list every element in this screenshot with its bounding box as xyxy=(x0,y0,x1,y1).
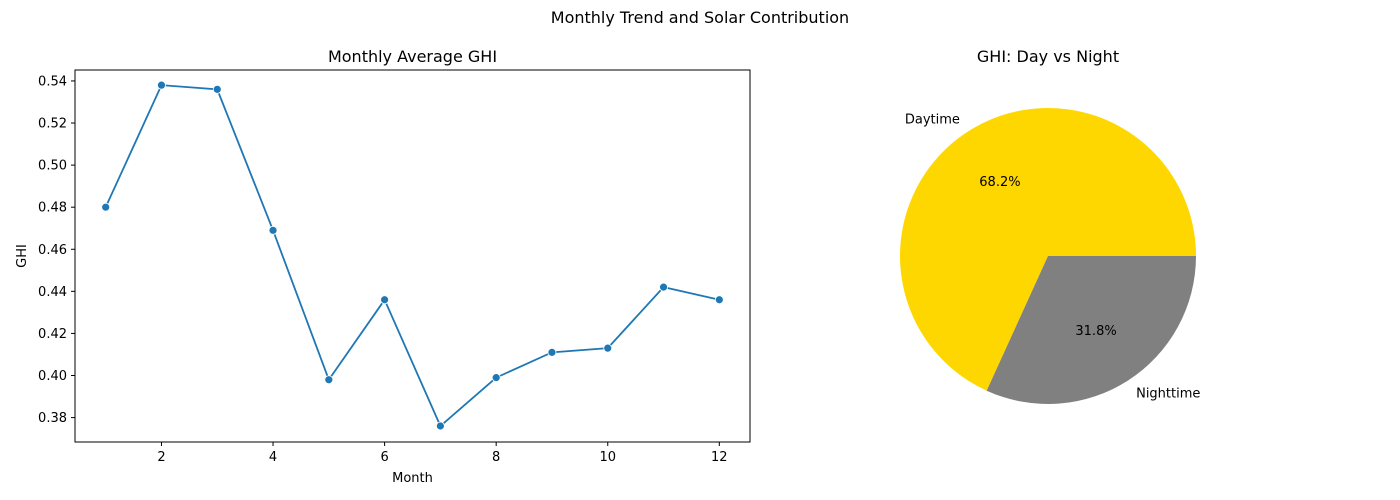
x-axis-label: Month xyxy=(392,471,433,486)
data-point xyxy=(659,282,668,292)
data-point xyxy=(268,225,278,235)
y-axis-ticks: 0.38 0.40 0.42 0.44 0.46 0.48 0.50 0.52 0.54 xyxy=(38,74,75,426)
line-chart: Monthly Average GHI 2 4 6 8 10 12 0.38 0.40 0.4… xyxy=(15,47,751,486)
pie-label: Daytime xyxy=(905,113,960,128)
pie-pct-label: 68.2% xyxy=(979,175,1020,190)
pie-label: Nighttime xyxy=(1136,386,1200,401)
pie-slice-daytime xyxy=(900,108,1196,391)
y-tick-label: 0.50 xyxy=(38,159,67,174)
data-point xyxy=(491,373,501,383)
data-point xyxy=(603,343,613,353)
y-tick-label: 0.54 xyxy=(38,74,67,89)
y-tick-label: 0.40 xyxy=(38,369,67,384)
data-point xyxy=(212,84,222,94)
y-tick-label: 0.52 xyxy=(38,117,67,132)
line-series xyxy=(101,80,724,431)
pie-slices xyxy=(900,108,1196,405)
x-tick-label: 2 xyxy=(157,450,165,465)
pie-labels: Daytime 68.2% Nighttime 31.8% xyxy=(905,113,1201,402)
x-axis-ticks: 2 4 6 8 10 12 xyxy=(157,442,728,465)
data-point xyxy=(324,375,334,385)
data-point xyxy=(547,347,557,357)
figure-suptitle: Monthly Trend and Solar Contribution xyxy=(551,8,849,27)
pie-chart: GHI: Day vs Night Daytime 68.2% Nighttime 3… xyxy=(900,47,1201,405)
pie-chart-title: GHI: Day vs Night xyxy=(977,47,1119,66)
x-tick-label: 6 xyxy=(380,450,388,465)
x-tick-label: 8 xyxy=(492,450,500,465)
y-tick-label: 0.46 xyxy=(38,243,67,258)
data-point xyxy=(714,295,724,305)
data-point xyxy=(380,295,390,305)
line-chart-title: Monthly Average GHI xyxy=(328,47,497,66)
data-point xyxy=(101,202,111,212)
data-point xyxy=(435,421,445,431)
series-line xyxy=(104,84,720,428)
pie-slice-nighttime xyxy=(986,256,1196,405)
y-tick-label: 0.48 xyxy=(38,201,67,216)
y-tick-label: 0.42 xyxy=(38,327,67,342)
x-tick-label: 4 xyxy=(269,450,277,465)
pie-pct-label: 31.8% xyxy=(1075,324,1116,339)
y-axis-label: GHI xyxy=(15,244,30,268)
data-point xyxy=(157,80,166,90)
y-tick-label: 0.38 xyxy=(38,411,67,426)
y-tick-label: 0.44 xyxy=(38,285,67,300)
line-chart-frame xyxy=(74,69,751,443)
x-tick-label: 10 xyxy=(599,450,616,465)
x-tick-label: 12 xyxy=(711,450,728,465)
